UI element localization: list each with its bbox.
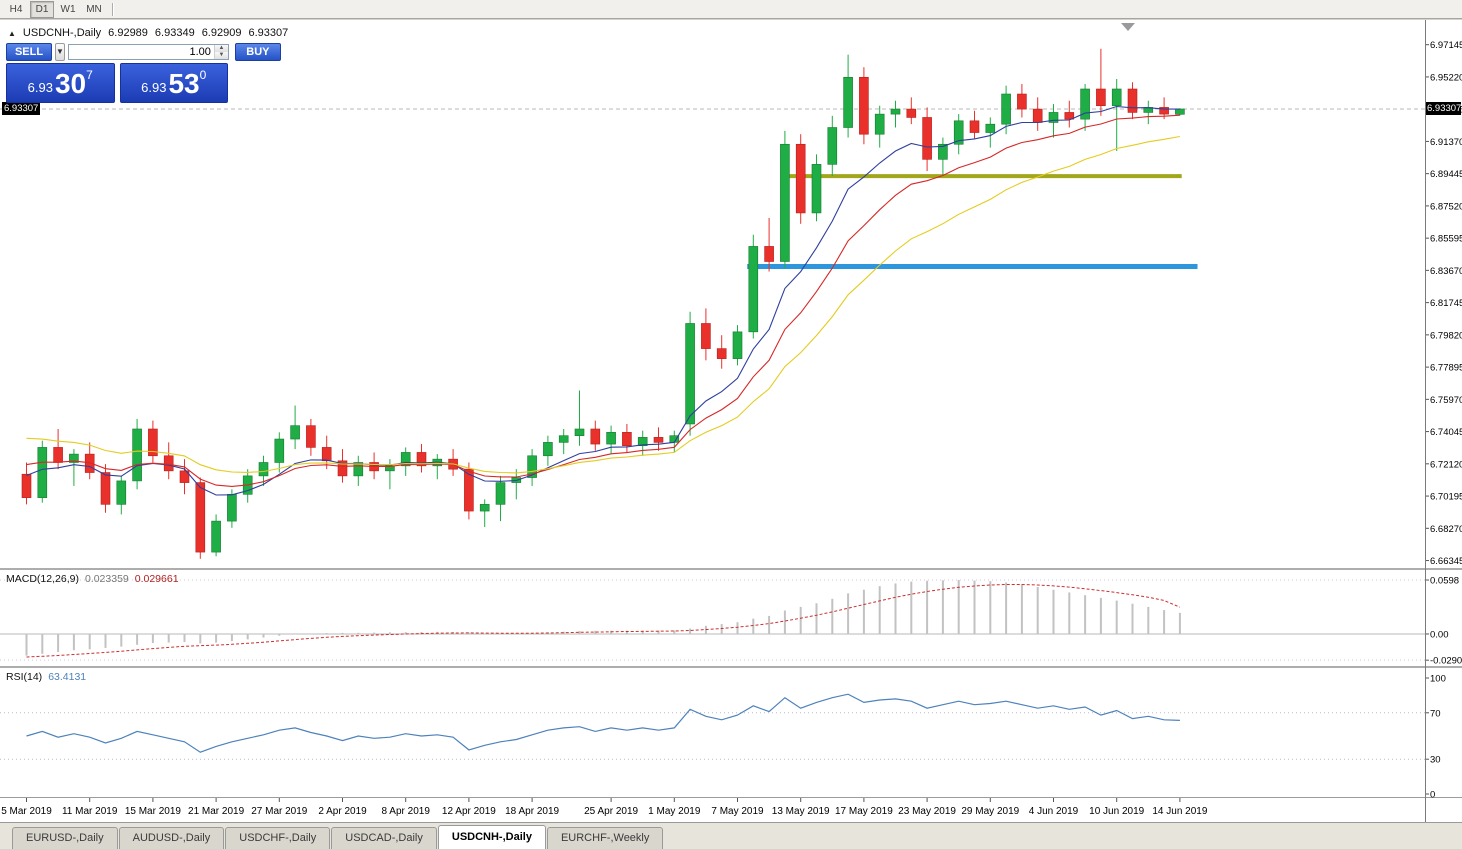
svg-text:23 May 2019: 23 May 2019: [898, 806, 956, 817]
chevron-down-icon: ▼: [56, 47, 64, 56]
svg-text:15 Mar 2019: 15 Mar 2019: [125, 806, 182, 817]
rsi-indicator-label: RSI(14) 63.4131: [6, 671, 86, 683]
svg-text:6.81745: 6.81745: [1430, 298, 1462, 309]
svg-text:0.00: 0.00: [1430, 629, 1449, 640]
svg-text:0: 0: [1430, 790, 1435, 801]
ask-price-big-digits: 53: [168, 68, 200, 99]
volume-input[interactable]: [68, 45, 214, 58]
svg-text:6.79820: 6.79820: [1430, 330, 1462, 341]
svg-text:30: 30: [1430, 755, 1441, 766]
close-price: 6.93307: [248, 27, 289, 39]
svg-text:7 May 2019: 7 May 2019: [711, 806, 764, 817]
svg-text:11 Mar 2019: 11 Mar 2019: [62, 806, 118, 817]
timeframe-d1-button[interactable]: D1: [30, 0, 54, 18]
svg-text:8 Apr 2019: 8 Apr 2019: [382, 806, 431, 817]
svg-text:6.66345: 6.66345: [1430, 556, 1462, 567]
high-price: 6.93349: [154, 27, 195, 39]
macd-signal-value: 0.029661: [134, 573, 179, 585]
macd-main-value: 0.023359: [84, 573, 129, 585]
tab-usdcad-daily[interactable]: USDCAD-,Daily: [331, 827, 437, 849]
order-settings-dropdown[interactable]: ▼: [55, 42, 65, 61]
svg-text:25 Apr 2019: 25 Apr 2019: [584, 806, 638, 817]
tab-audusd-daily[interactable]: AUDUSD-,Daily: [118, 827, 225, 849]
svg-text:29 May 2019: 29 May 2019: [961, 806, 1019, 817]
svg-text:6.70195: 6.70195: [1430, 492, 1462, 503]
svg-text:13 May 2019: 13 May 2019: [772, 806, 830, 817]
current-price-tag-left: 6.93307: [2, 102, 41, 116]
svg-text:12 Apr 2019: 12 Apr 2019: [442, 806, 496, 817]
bid-price-display[interactable]: 6.93 30 7: [6, 63, 115, 103]
symbol-expand-icon: ▲: [8, 28, 16, 38]
timeframe-toolbar: H4 D1 W1 MN: [0, 0, 1462, 19]
volume-down-button[interactable]: ▼: [214, 51, 228, 59]
ask-price-display[interactable]: 6.93 53 0: [119, 63, 228, 103]
chart-symbol-label: USDCNH-,Daily: [22, 27, 102, 39]
volume-field: ▲ ▼: [67, 43, 229, 60]
rsi-name: RSI(14): [6, 671, 43, 683]
svg-text:6.72120: 6.72120: [1430, 459, 1462, 470]
timeframe-mn-button[interactable]: MN: [86, 3, 102, 15]
bid-price-big-digits: 30: [54, 68, 87, 99]
timeframe-h4-button[interactable]: H4: [9, 3, 23, 15]
chart-tab-bar: EURUSD-,Daily AUDUSD-,Daily USDCHF-,Dail…: [0, 822, 1462, 849]
svg-text:6.77895: 6.77895: [1430, 363, 1462, 374]
low-price: 6.92909: [201, 27, 242, 39]
svg-text:6.85595: 6.85595: [1430, 234, 1462, 245]
svg-text:6.83670: 6.83670: [1430, 266, 1462, 277]
tab-usdchf-daily[interactable]: USDCHF-,Daily: [225, 827, 331, 849]
current-price-tag-axis: 6.93307: [1426, 102, 1462, 116]
tab-usdcnh-daily[interactable]: USDCNH-,Daily: [437, 825, 546, 849]
svg-text:6.95220: 6.95220: [1430, 72, 1462, 83]
bid-price-prefix: 6.93: [27, 80, 53, 95]
svg-text:2 Apr 2019: 2 Apr 2019: [318, 806, 367, 817]
svg-text:18 Apr 2019: 18 Apr 2019: [505, 806, 559, 817]
buy-button[interactable]: BUY: [234, 42, 281, 61]
svg-text:-0.029049: -0.029049: [1430, 656, 1462, 667]
svg-text:21 Mar 2019: 21 Mar 2019: [188, 806, 245, 817]
svg-text:6.87520: 6.87520: [1430, 201, 1462, 212]
toolbar-separator: [112, 2, 114, 16]
svg-text:6.74045: 6.74045: [1430, 427, 1462, 438]
tab-eurchf-weekly[interactable]: EURCHF-,Weekly: [546, 827, 664, 849]
timeframe-w1-button[interactable]: W1: [60, 3, 76, 15]
svg-text:6.97145: 6.97145: [1430, 40, 1462, 51]
svg-text:4 Jun 2019: 4 Jun 2019: [1029, 806, 1079, 817]
svg-text:6.91370: 6.91370: [1430, 137, 1462, 148]
one-click-trading-panel: SELL ▼ ▲ ▼ BUY 6.93 30 7 6.93 53 0: [6, 42, 281, 103]
svg-text:70: 70: [1430, 708, 1441, 719]
svg-text:100: 100: [1430, 674, 1446, 685]
chart-ohlc-header: ▲ USDCNH-,Daily 6.92989 6.93349 6.92909 …: [8, 27, 288, 39]
bid-price-point: 7: [86, 68, 93, 82]
svg-text:5 Mar 2019: 5 Mar 2019: [1, 806, 52, 817]
svg-text:14 Jun 2019: 14 Jun 2019: [1152, 806, 1207, 817]
svg-text:6.75970: 6.75970: [1430, 395, 1462, 406]
ask-price-prefix: 6.93: [141, 80, 167, 95]
svg-text:10 Jun 2019: 10 Jun 2019: [1089, 806, 1144, 817]
svg-text:27 Mar 2019: 27 Mar 2019: [251, 806, 308, 817]
ask-price-point: 0: [199, 68, 207, 82]
svg-text:1 May 2019: 1 May 2019: [648, 806, 701, 817]
macd-indicator-label: MACD(12,26,9) 0.023359 0.029661: [6, 573, 179, 585]
svg-text:6.68270: 6.68270: [1430, 524, 1462, 535]
svg-text:0.0598: 0.0598: [1430, 576, 1459, 587]
open-price: 6.92989: [108, 27, 148, 39]
svg-text:17 May 2019: 17 May 2019: [835, 806, 893, 817]
sell-button[interactable]: SELL: [6, 42, 52, 61]
rsi-value: 63.4131: [48, 671, 87, 683]
tab-eurusd-daily[interactable]: EURUSD-,Daily: [12, 827, 118, 849]
svg-text:6.89445: 6.89445: [1430, 169, 1462, 180]
volume-up-button[interactable]: ▲: [214, 44, 228, 52]
macd-name: MACD(12,26,9): [6, 573, 79, 585]
